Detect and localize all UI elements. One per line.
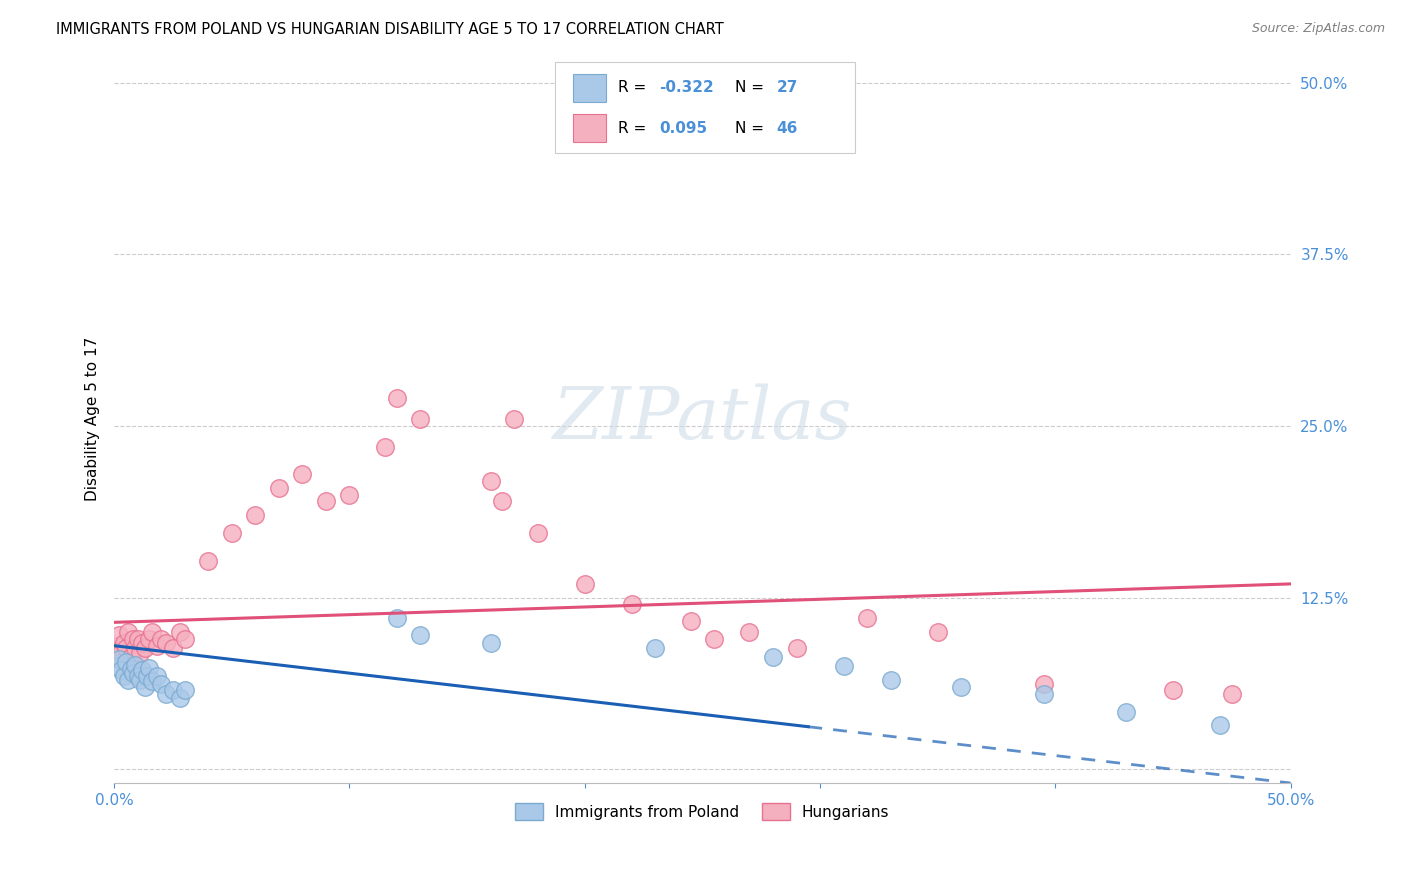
Legend: Immigrants from Poland, Hungarians: Immigrants from Poland, Hungarians xyxy=(509,797,896,826)
Point xyxy=(138,632,160,646)
Point xyxy=(1032,687,1054,701)
Point xyxy=(574,577,596,591)
Point xyxy=(110,664,132,678)
Point xyxy=(150,677,173,691)
Point xyxy=(173,682,195,697)
Point xyxy=(169,690,191,705)
Point xyxy=(169,624,191,639)
Point xyxy=(526,526,548,541)
Point xyxy=(409,628,432,642)
Point xyxy=(703,632,725,646)
Point xyxy=(644,641,666,656)
Text: R =: R = xyxy=(617,80,651,95)
Text: Source: ZipAtlas.com: Source: ZipAtlas.com xyxy=(1251,22,1385,36)
Text: N =: N = xyxy=(735,80,769,95)
Point xyxy=(762,649,785,664)
Point xyxy=(385,392,408,406)
Text: 46: 46 xyxy=(776,120,797,136)
Point xyxy=(620,598,643,612)
Point xyxy=(1220,687,1243,701)
Bar xyxy=(574,74,606,102)
Point xyxy=(950,680,973,694)
Text: R =: R = xyxy=(617,120,651,136)
Point xyxy=(108,628,131,642)
Point xyxy=(120,662,142,676)
Point xyxy=(124,657,146,672)
Point xyxy=(738,624,761,639)
Point xyxy=(679,614,702,628)
Point xyxy=(112,669,135,683)
Point xyxy=(141,674,163,689)
Point xyxy=(122,632,145,646)
Point xyxy=(129,673,152,687)
Point xyxy=(108,652,131,666)
Point xyxy=(491,494,513,508)
Point xyxy=(374,440,396,454)
Text: 0.095: 0.095 xyxy=(659,120,707,136)
Point xyxy=(105,639,128,653)
Point xyxy=(856,611,879,625)
Point xyxy=(117,624,139,639)
Point xyxy=(503,412,526,426)
Point xyxy=(155,687,177,701)
Point xyxy=(479,474,502,488)
Point xyxy=(162,682,184,697)
Point xyxy=(291,467,314,481)
Point xyxy=(129,646,152,660)
Point xyxy=(120,649,142,664)
Point xyxy=(879,673,901,687)
Text: IMMIGRANTS FROM POLAND VS HUNGARIAN DISABILITY AGE 5 TO 17 CORRELATION CHART: IMMIGRANTS FROM POLAND VS HUNGARIAN DISA… xyxy=(56,22,724,37)
Point xyxy=(1115,705,1137,719)
Bar xyxy=(574,114,606,142)
Point xyxy=(786,641,808,656)
Point xyxy=(927,624,949,639)
Point xyxy=(162,641,184,656)
Point xyxy=(245,508,267,523)
Point xyxy=(385,611,408,625)
Point xyxy=(409,412,432,426)
Text: -0.322: -0.322 xyxy=(659,80,714,95)
Point xyxy=(145,669,167,683)
Point xyxy=(115,655,138,669)
Text: 27: 27 xyxy=(776,80,797,95)
Point xyxy=(150,632,173,646)
Point xyxy=(155,636,177,650)
Point xyxy=(131,664,153,678)
Text: ZIPatlas: ZIPatlas xyxy=(553,384,852,454)
Point xyxy=(134,680,156,694)
Point xyxy=(141,624,163,639)
Point xyxy=(315,494,337,508)
Text: N =: N = xyxy=(735,120,769,136)
Point xyxy=(131,636,153,650)
Point xyxy=(136,669,159,683)
Point xyxy=(479,636,502,650)
Point xyxy=(115,641,138,656)
Point xyxy=(221,526,243,541)
Point xyxy=(1032,677,1054,691)
Point xyxy=(124,641,146,656)
Point xyxy=(173,632,195,646)
Point xyxy=(1209,718,1232,732)
Point xyxy=(197,553,219,567)
Point xyxy=(267,481,290,495)
FancyBboxPatch shape xyxy=(555,62,855,153)
Point xyxy=(832,659,855,673)
Point xyxy=(110,646,132,660)
Point xyxy=(134,641,156,656)
Point xyxy=(127,669,149,683)
Point xyxy=(127,632,149,646)
Point xyxy=(145,639,167,653)
Point xyxy=(112,636,135,650)
Y-axis label: Disability Age 5 to 17: Disability Age 5 to 17 xyxy=(86,337,100,501)
Point xyxy=(138,661,160,675)
Point xyxy=(1161,682,1184,697)
Point xyxy=(117,673,139,687)
Point xyxy=(339,488,361,502)
Point xyxy=(105,659,128,673)
Point xyxy=(122,666,145,681)
